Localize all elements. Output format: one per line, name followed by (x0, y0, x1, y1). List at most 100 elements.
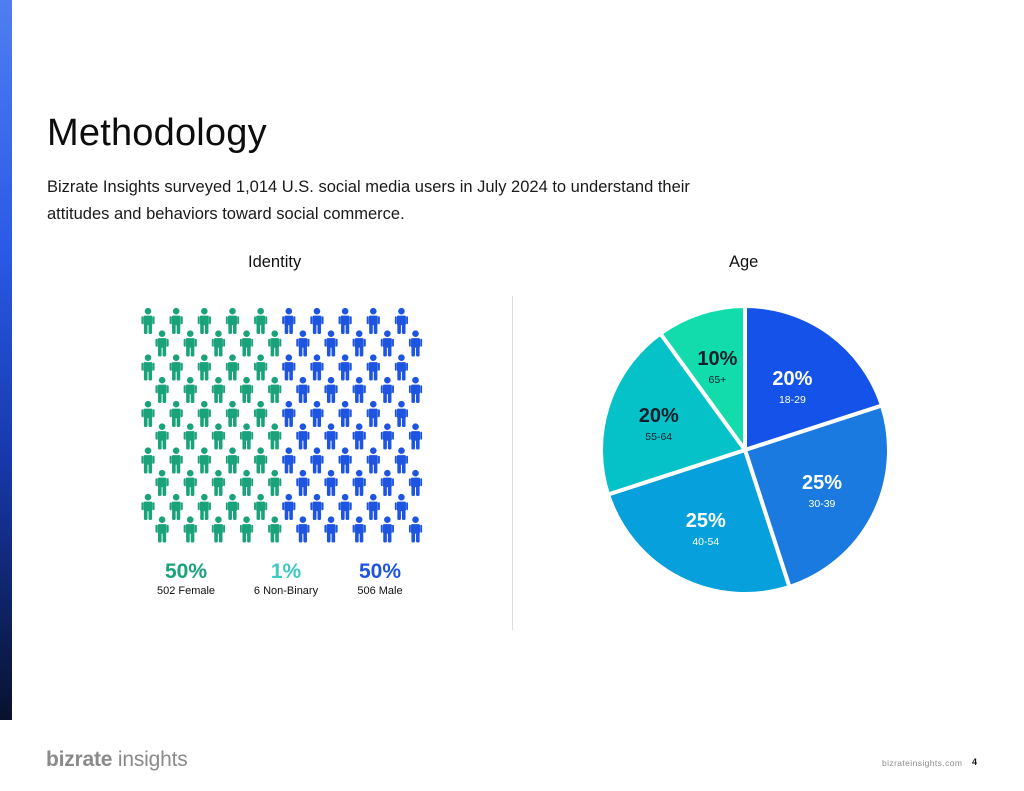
female-person-icon (211, 469, 225, 496)
pie-percent-label: 25% (686, 510, 726, 532)
female-person-icon (169, 447, 183, 474)
pie-slice-65 (658, 304, 747, 452)
male-person-icon (310, 493, 324, 520)
female-person-icon (169, 307, 183, 334)
pie-percent-label: 20% (639, 405, 679, 427)
female-person-icon (211, 376, 225, 403)
female-person-icon (169, 354, 183, 381)
female-person-icon (169, 493, 183, 520)
male-person-icon (394, 493, 409, 520)
female-person-icon (155, 423, 169, 450)
male-person-icon (366, 447, 380, 474)
male-person-icon (408, 423, 423, 450)
female-person-icon (254, 307, 268, 334)
female-person-icon (225, 493, 240, 520)
male-person-icon (352, 376, 366, 403)
pie-age-label: 30-39 (809, 498, 836, 510)
female-person-icon (183, 469, 197, 496)
page-number: 4 (972, 757, 978, 767)
male-person-icon (338, 307, 352, 334)
male-person-icon (338, 493, 352, 520)
female-person-icon (197, 493, 211, 520)
female-person-icon (254, 447, 268, 474)
female-person-icon (141, 493, 155, 520)
female-person-icon (141, 447, 155, 474)
female-person-icon (225, 400, 240, 427)
female-person-icon (155, 469, 169, 496)
male-person-icon (310, 354, 324, 381)
male-person-icon (282, 400, 296, 427)
intro-text: Bizrate Insights surveyed 1,014 U.S. soc… (47, 178, 690, 223)
female-person-icon (197, 400, 211, 427)
male-person-icon (394, 354, 409, 381)
female-person-icon (268, 423, 282, 450)
male-person-icon (366, 493, 380, 520)
pie-age-label: 40-54 (692, 536, 719, 548)
female-person-icon (254, 400, 268, 427)
female-person-icon (254, 354, 268, 381)
male-person-icon (338, 400, 352, 427)
female-count-label: 502 Female (156, 585, 216, 597)
male-person-icon (324, 516, 338, 543)
male-person-icon (380, 330, 394, 357)
male-person-icon (408, 469, 423, 496)
female-percentage: 50% (164, 560, 208, 583)
female-person-icon (141, 400, 155, 427)
male-person-icon (394, 400, 409, 427)
male-person-icon (296, 516, 310, 543)
female-person-icon (155, 376, 169, 403)
male-person-icon (338, 447, 352, 474)
female-person-icon (225, 354, 240, 381)
male-percentage: 50% (358, 560, 402, 583)
female-person-icon (268, 516, 282, 543)
male-person-icon (324, 376, 338, 403)
pie-slice-55-64 (599, 331, 747, 497)
footer-url: bizrateinsights.com (882, 758, 963, 768)
non-binary-count-label: 6 Non-Binary (253, 585, 319, 597)
male-person-icon (282, 307, 296, 334)
male-person-icon (296, 423, 310, 450)
pie-age-label: 18-29 (779, 394, 806, 406)
brand-logo: bizrate insights (46, 748, 188, 772)
female-person-icon (239, 330, 254, 357)
male-person-icon (282, 447, 296, 474)
female-person-icon (225, 447, 240, 474)
female-person-icon (225, 307, 240, 334)
male-person-icon (324, 423, 338, 450)
female-person-icon (268, 469, 282, 496)
brand-bold: bizrate (46, 748, 113, 771)
female-person-icon (211, 330, 225, 357)
female-person-icon (141, 354, 155, 381)
brand-light: insights (112, 748, 188, 771)
male-person-icon (296, 376, 310, 403)
pie-slice-30-39 (743, 403, 891, 589)
male-person-icon (366, 400, 380, 427)
male-person-icon (282, 354, 296, 381)
female-person-icon (239, 516, 254, 543)
male-person-icon (310, 307, 324, 334)
female-person-icon (197, 307, 211, 334)
male-person-icon (296, 469, 310, 496)
female-person-icon (211, 423, 225, 450)
left-accent-bar (0, 0, 12, 720)
male-person-icon (296, 330, 310, 357)
female-person-icon (183, 516, 197, 543)
female-person-icon (239, 376, 254, 403)
female-person-icon (141, 307, 155, 334)
pie-age-label: 65+ (709, 374, 727, 386)
female-person-icon (211, 516, 225, 543)
female-person-icon (197, 354, 211, 381)
male-person-icon (338, 354, 352, 381)
male-person-icon (380, 469, 394, 496)
female-person-icon (268, 330, 282, 357)
male-person-icon (380, 376, 394, 403)
male-person-icon (282, 493, 296, 520)
female-person-icon (155, 330, 169, 357)
chart-divider (512, 296, 513, 630)
age-pie-chart: 20% 18-29 25% 30-39 25% 40-54 20% 55-64 10% 65+ (599, 304, 891, 596)
male-person-icon (352, 423, 366, 450)
female-person-icon (183, 423, 197, 450)
male-person-icon (380, 423, 394, 450)
male-person-icon (408, 330, 423, 357)
male-person-icon (394, 447, 409, 474)
